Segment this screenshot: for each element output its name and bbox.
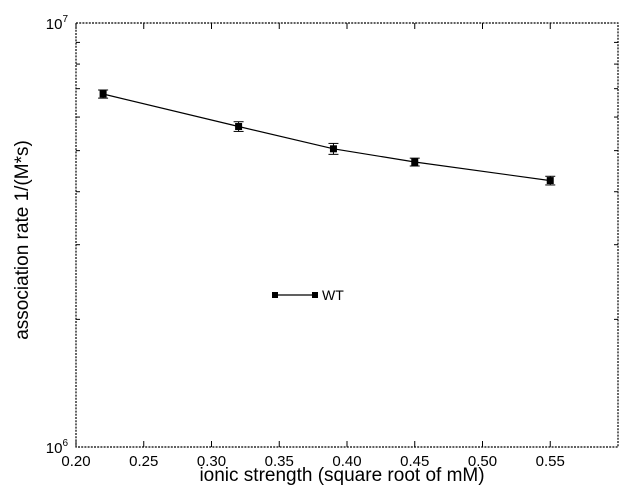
legend: WT — [272, 287, 344, 303]
series-layer — [98, 89, 556, 186]
y-tick-label: 107 — [46, 14, 69, 33]
y-axis-title: association rate 1/(M*s) — [12, 140, 33, 340]
x-tick-label: 0.35 — [265, 453, 294, 470]
x-tick-label: 0.55 — [536, 453, 565, 470]
plot-frame — [75, 22, 619, 448]
data-point — [99, 90, 107, 98]
legend-label: WT — [322, 287, 344, 303]
x-tick-label: 0.50 — [468, 453, 497, 470]
legend-marker — [272, 292, 278, 298]
x-tick-label: 0.45 — [400, 453, 429, 470]
y-tick-label: 106 — [46, 438, 69, 457]
x-tick-label: 0.20 — [61, 453, 90, 470]
y-tick-label-exponent: 6 — [62, 438, 68, 449]
x-tick-label: 0.30 — [197, 453, 226, 470]
y-tick-label-base: 10 — [46, 16, 63, 33]
data-point — [411, 158, 419, 166]
data-point — [235, 123, 243, 131]
x-axis-ticks: 0.20 0.25 0.30 0.35 0.40 0.45 0.50 0.55 — [61, 23, 565, 470]
x-tick-label: 0.40 — [332, 453, 361, 470]
x-tick-label: 0.25 — [129, 453, 158, 470]
data-point — [329, 145, 337, 153]
legend-marker — [312, 292, 318, 298]
y-tick-label-exponent: 7 — [62, 14, 68, 25]
y-tick-label-base: 10 — [46, 440, 63, 457]
x-axis-title: ionic strength (square root of mM) — [199, 465, 484, 486]
data-point — [546, 177, 554, 185]
series-line — [102, 93, 551, 182]
